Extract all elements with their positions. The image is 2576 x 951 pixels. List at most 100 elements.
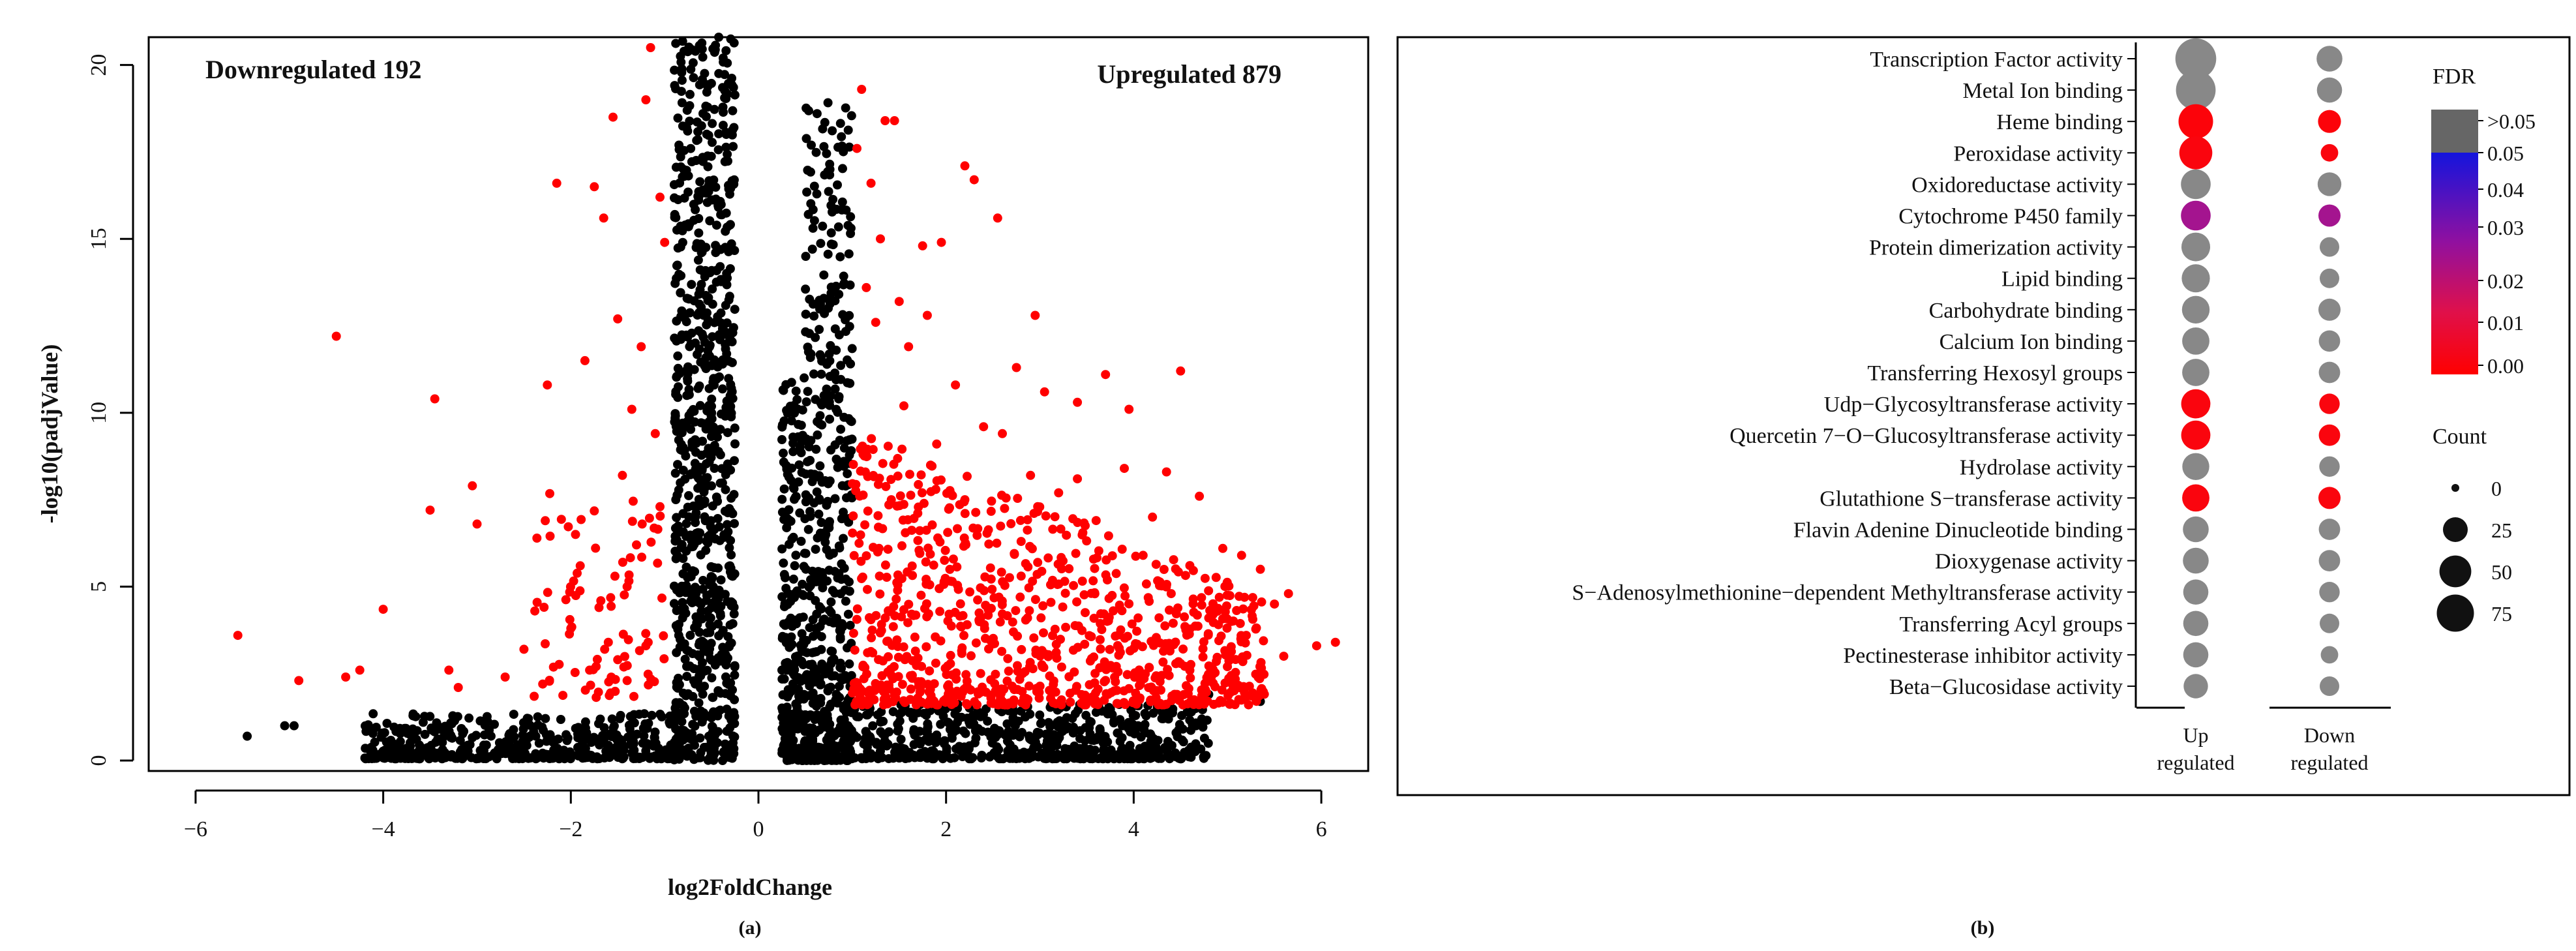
nonsignificant-point	[678, 37, 687, 46]
nonsignificant-point	[801, 469, 811, 479]
significant-point	[1165, 646, 1175, 656]
significant-point	[860, 520, 870, 530]
significant-point	[637, 342, 646, 352]
significant-point	[1151, 560, 1161, 569]
nonsignificant-point	[683, 369, 693, 378]
significant-point	[1175, 695, 1184, 704]
significant-point	[1026, 470, 1036, 480]
significant-point	[1257, 597, 1266, 607]
nonsignificant-point	[795, 508, 805, 518]
nonsignificant-point	[896, 734, 906, 744]
significant-point	[1033, 558, 1043, 567]
nonsignificant-point	[977, 752, 987, 762]
significant-point	[1030, 595, 1040, 605]
down-regulated-dot	[2320, 613, 2339, 633]
nonsignificant-point	[790, 615, 800, 625]
nonsignificant-point	[865, 732, 875, 742]
nonsignificant-point	[726, 550, 736, 560]
nonsignificant-point	[430, 727, 440, 736]
significant-point	[1101, 370, 1111, 380]
nonsignificant-point	[458, 751, 468, 761]
significant-point	[1197, 600, 1206, 610]
nonsignificant-point	[794, 672, 803, 682]
nonsignificant-point	[494, 738, 504, 747]
nonsignificant-point	[707, 673, 717, 683]
nonsignificant-point	[721, 660, 731, 670]
nonsignificant-point	[689, 735, 698, 745]
nonsignificant-point	[492, 754, 502, 764]
nonsignificant-point	[656, 754, 666, 764]
significant-point	[1051, 687, 1060, 697]
nonsignificant-point	[812, 189, 822, 199]
significant-point	[856, 556, 866, 566]
go-term-label: Transcription Factor activity	[1870, 48, 2123, 72]
nonsignificant-point	[824, 566, 834, 575]
nonsignificant-point	[845, 142, 854, 152]
significant-point	[848, 528, 858, 538]
nonsignificant-point	[1053, 749, 1062, 759]
significant-point	[984, 644, 993, 654]
significant-point	[1166, 589, 1176, 599]
nonsignificant-point	[779, 484, 789, 494]
significant-point	[883, 442, 893, 451]
significant-point	[873, 511, 883, 521]
significant-point	[1244, 700, 1253, 710]
nonsignificant-point	[678, 613, 687, 623]
nonsignificant-point	[699, 499, 709, 509]
significant-point	[927, 461, 937, 471]
nonsignificant-point	[728, 598, 738, 608]
significant-point	[653, 558, 663, 568]
nonsignificant-point	[719, 747, 728, 757]
significant-point	[944, 609, 954, 619]
significant-point	[1056, 524, 1066, 534]
nonsignificant-point	[539, 725, 548, 735]
nonsignificant-point	[708, 573, 717, 582]
nonsignificant-point	[777, 592, 787, 601]
nonsignificant-point	[841, 574, 850, 584]
nonsignificant-point	[430, 753, 440, 763]
significant-point	[913, 508, 923, 518]
nonsignificant-point	[973, 706, 983, 716]
nonsignificant-point	[718, 756, 727, 765]
significant-point	[1073, 474, 1083, 484]
significant-point	[904, 342, 914, 352]
nonsignificant-point	[695, 381, 704, 391]
nonsignificant-point	[672, 536, 681, 545]
significant-point	[971, 638, 981, 648]
fdr-legend-gradient	[2431, 153, 2478, 374]
nonsignificant-point	[723, 428, 732, 438]
significant-point	[1032, 684, 1041, 693]
nonsignificant-point	[730, 712, 740, 721]
significant-point	[613, 655, 623, 665]
significant-point	[1101, 676, 1111, 686]
nonsignificant-point	[723, 157, 732, 166]
nonsignificant-point	[708, 299, 717, 309]
nonsignificant-point	[1042, 736, 1052, 746]
significant-point	[1081, 608, 1090, 618]
go-term-label: Calcium Ion binding	[1939, 330, 2123, 354]
down-regulated-dot	[2318, 110, 2341, 133]
significant-point	[881, 681, 891, 691]
nonsignificant-point	[781, 508, 790, 518]
nonsignificant-point	[685, 101, 695, 110]
up-regulated-dot	[2176, 70, 2216, 110]
significant-point	[1169, 555, 1178, 565]
nonsignificant-point	[680, 193, 689, 203]
nonsignificant-point	[803, 166, 813, 175]
nonsignificant-point	[693, 310, 702, 320]
significant-point	[906, 684, 916, 694]
nonsignificant-point	[678, 466, 688, 475]
significant-point	[659, 631, 668, 641]
down-regulated-dot	[2318, 298, 2341, 321]
significant-point	[996, 521, 1006, 531]
nonsignificant-point	[1175, 719, 1184, 729]
significant-point	[1176, 659, 1186, 669]
nonsignificant-point	[690, 623, 700, 633]
significant-point	[1030, 310, 1040, 320]
significant-point	[925, 549, 935, 559]
nonsignificant-point	[401, 723, 411, 733]
nonsignificant-point	[721, 411, 730, 421]
nonsignificant-point	[678, 418, 687, 428]
nonsignificant-point	[788, 447, 798, 457]
nonsignificant-point	[808, 205, 818, 215]
